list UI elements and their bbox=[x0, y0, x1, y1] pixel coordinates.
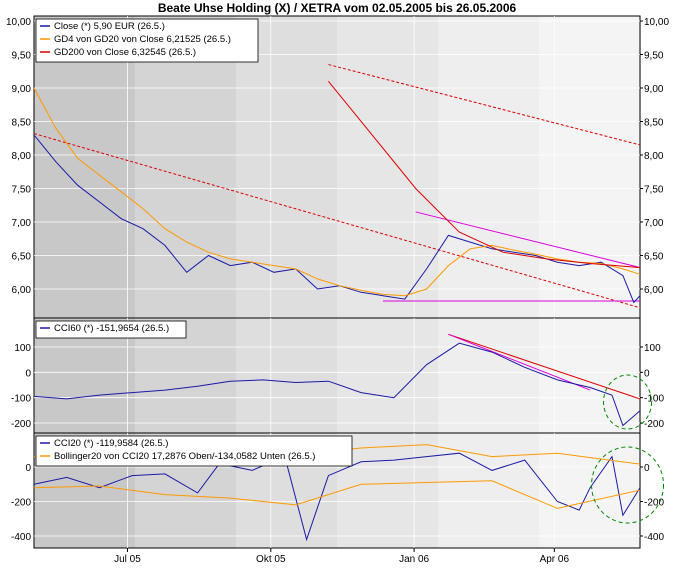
y-tick-label-right: 10,00 bbox=[644, 17, 669, 28]
legend: CCI20 (*) -119,9584 (26.5.) Bollinger20 v… bbox=[35, 435, 353, 467]
background-bands bbox=[34, 16, 641, 548]
y-tick-label-left: 100 bbox=[14, 343, 31, 354]
y-tick-label-left: 0 bbox=[25, 368, 31, 379]
y-tick-label-left: -200 bbox=[11, 419, 31, 430]
y-tick-label-left: 9,00 bbox=[12, 84, 32, 95]
highlight-circle bbox=[591, 446, 665, 524]
y-tick-label-right: 7,50 bbox=[644, 185, 664, 196]
chart-title: Beate Uhse Holding (X) / XETRA vom 02.05… bbox=[158, 1, 517, 15]
series-line-1 bbox=[33, 342, 641, 427]
series-line-3 bbox=[328, 80, 641, 269]
series-line-1 bbox=[33, 134, 641, 304]
y-tick-label-right: 8,50 bbox=[644, 118, 664, 129]
y-tick-label-right: -200 bbox=[644, 498, 664, 509]
legend-box bbox=[35, 435, 353, 467]
y-tick-label-left: -100 bbox=[11, 394, 31, 405]
panel-cci60: 100 100 0 0 -100 -100 -200 -200 CCI60 (*) -151,9… bbox=[11, 317, 664, 434]
trendline bbox=[448, 333, 641, 400]
y-tick-label-right: 9,00 bbox=[644, 84, 664, 95]
y-tick-label-right: -400 bbox=[644, 532, 664, 543]
y-tick-label-left: 6,00 bbox=[12, 285, 32, 296]
y-tick-label-right: 0 bbox=[644, 463, 650, 474]
y-tick-label-left: 7,00 bbox=[12, 218, 32, 229]
trendline bbox=[448, 333, 591, 391]
legend-entry: GD200 von Close 6,32545 (26.5.) bbox=[54, 47, 196, 58]
y-tick-label-left: -200 bbox=[11, 498, 31, 509]
trendline bbox=[33, 133, 641, 309]
y-tick-label-right: 100 bbox=[644, 343, 661, 354]
series-line-2 bbox=[33, 87, 641, 297]
background-band bbox=[34, 16, 136, 548]
y-tick-label-left: 9,50 bbox=[12, 51, 32, 62]
legend-entry: Close (*) 5,90 EUR (26.5.) bbox=[54, 21, 165, 32]
x-tick-label: Apr 06 bbox=[540, 554, 570, 565]
background-band bbox=[438, 16, 540, 548]
y-tick-label-right: -200 bbox=[644, 419, 664, 430]
background-band bbox=[135, 16, 237, 548]
y-tick-label-right: 0 bbox=[644, 368, 650, 379]
panel-cci20: 0 0 -200 -200 -400 -400 CCI20 (*) -119,9584 (2… bbox=[11, 432, 665, 549]
legend: CCI60 (*) -151,9654 (26.5.) bbox=[35, 320, 187, 339]
x-tick-label: Jan 06 bbox=[399, 554, 429, 565]
background-band bbox=[539, 16, 641, 548]
legend-entry: CCI20 (*) -119,9584 (26.5.) bbox=[54, 438, 168, 449]
y-tick-label-right: 6,50 bbox=[644, 252, 664, 263]
background-band bbox=[236, 16, 338, 548]
legend-entry: Bollinger20 von CCI20 17,2876 Oben/-134,… bbox=[54, 451, 315, 462]
y-tick-label-right: 7,00 bbox=[644, 218, 664, 229]
background-band bbox=[337, 16, 439, 548]
x-tick-label: Okt 05 bbox=[256, 554, 286, 565]
legend: Close (*) 5,90 EUR (26.5.) GD4 von GD20 v… bbox=[35, 18, 259, 63]
y-tick-label-left: 0 bbox=[25, 463, 31, 474]
highlight-circle bbox=[603, 374, 653, 430]
y-tick-label-right: 9,50 bbox=[644, 51, 664, 62]
legend-box bbox=[35, 320, 187, 339]
y-tick-label-left: 7,50 bbox=[12, 185, 32, 196]
y-tick-label-left: 6,50 bbox=[12, 252, 32, 263]
legend-entry: GD4 von GD20 von Close 6,21525 (26.5.) bbox=[54, 34, 231, 45]
y-tick-label-left: 8,50 bbox=[12, 118, 32, 129]
y-tick-label-right: 8,00 bbox=[644, 151, 664, 162]
y-tick-label-left: 10,00 bbox=[6, 17, 31, 28]
y-tick-label-right: -100 bbox=[644, 394, 664, 405]
y-tick-label-right: 6,00 bbox=[644, 285, 664, 296]
legend-box bbox=[35, 18, 259, 63]
panel-price: 10,00 10,00 9,50 9,50 9,00 9,00 8,50 8,50 8,00 8,… bbox=[6, 15, 669, 319]
trendline bbox=[415, 211, 641, 269]
legend-entry: CCI60 (*) -151,9654 (26.5.) bbox=[54, 323, 169, 334]
x-tick-label: Jul 05 bbox=[114, 554, 141, 565]
y-tick-label-left: 8,00 bbox=[12, 151, 32, 162]
trendline bbox=[328, 64, 641, 146]
series-line-3 bbox=[33, 480, 641, 509]
y-tick-label-left: -400 bbox=[11, 532, 31, 543]
